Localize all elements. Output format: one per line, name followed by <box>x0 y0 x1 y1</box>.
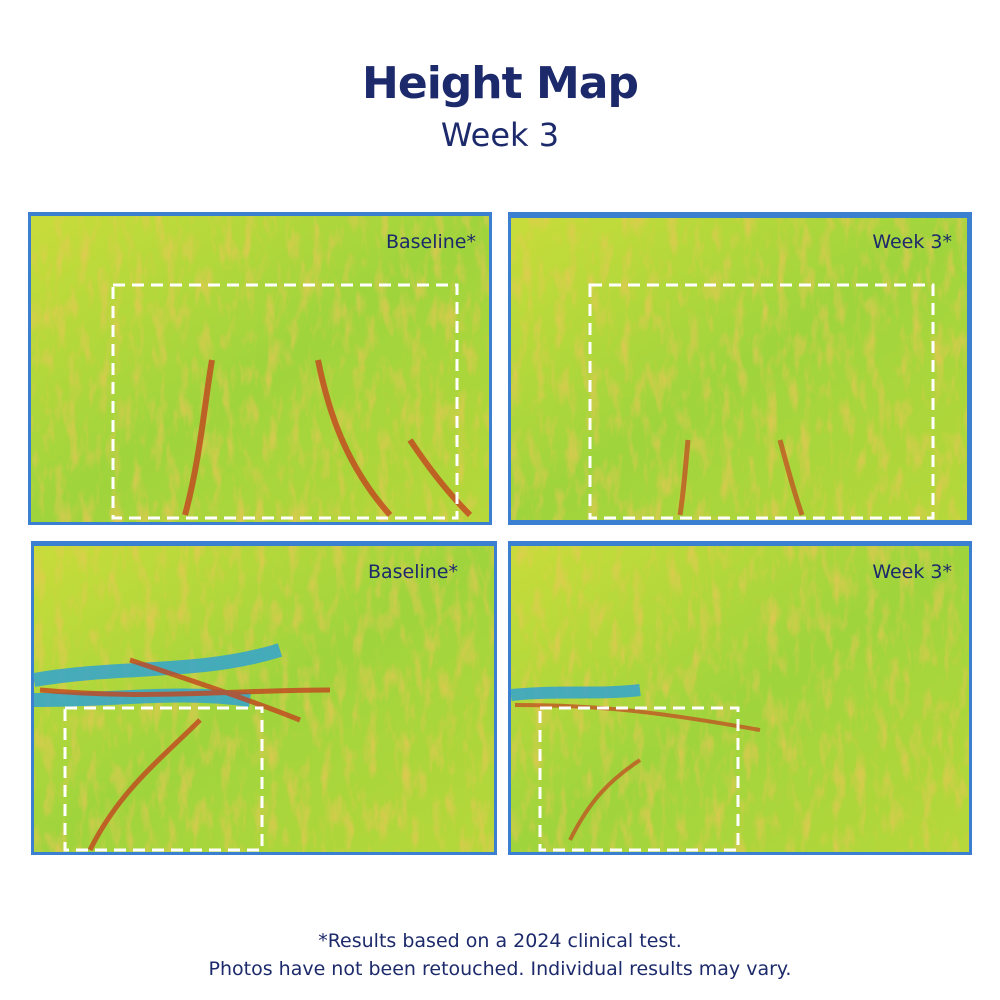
focus-area <box>63 706 264 852</box>
wrinkle <box>514 703 761 841</box>
wrinkle <box>677 439 805 516</box>
wrinkle <box>39 657 331 852</box>
title: Height Map <box>362 58 639 109</box>
wrinkle <box>182 359 473 518</box>
panel-label: Baseline* <box>368 561 458 583</box>
footnote: *Results based on a 2024 clinical test. <box>318 930 682 952</box>
focus-area <box>111 283 459 520</box>
height-map <box>31 216 489 522</box>
panel-4: Week 3* <box>508 541 972 855</box>
panel-1: Baseline* <box>28 212 492 525</box>
subtitle: Week 3 <box>440 116 560 154</box>
footnote: Photos have not been retouched. Individu… <box>208 958 792 980</box>
height-map <box>511 218 967 520</box>
height-map <box>511 546 969 852</box>
focus-area <box>538 706 740 852</box>
wrinkle <box>510 684 641 701</box>
panel-3: Baseline* <box>31 541 497 855</box>
focus-area <box>588 283 935 520</box>
panel-2: Week 3* <box>508 212 972 525</box>
panel-label: Baseline* <box>386 231 476 253</box>
panel-label: Week 3* <box>872 561 952 583</box>
panel-label: Week 3* <box>872 231 952 253</box>
